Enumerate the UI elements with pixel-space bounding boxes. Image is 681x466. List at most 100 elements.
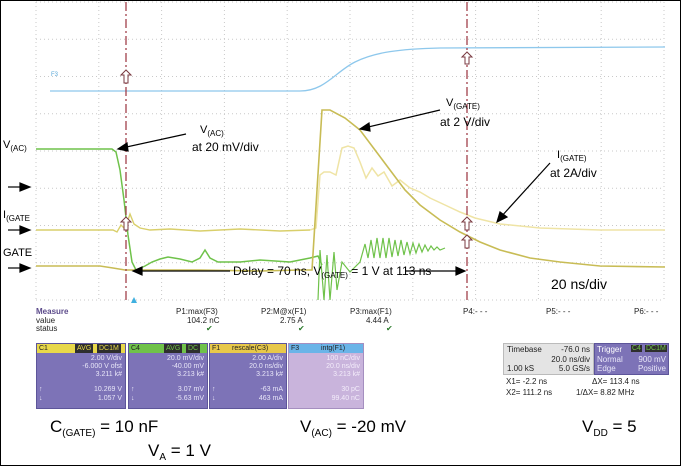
trigger-mode: Normal xyxy=(597,355,623,364)
trigger-level: 900 mV xyxy=(638,355,666,364)
param-name[interactable]: P3:max(F1) xyxy=(350,307,392,316)
timebase-rate: 5.0 GS/s xyxy=(558,364,590,373)
trace-igate xyxy=(36,211,311,233)
channel-panel-f1[interactable]: F1 rescale(C3) 2.00 A/div 20.0 ns/div 3.2… xyxy=(209,343,287,409)
channel-line: 2.00 A/div xyxy=(252,355,283,362)
graticule xyxy=(35,1,665,301)
channel-line: 3.213 k# xyxy=(333,371,360,378)
trace-f3-label: F3 xyxy=(51,72,59,78)
channel-line: 3.213 k# xyxy=(177,371,204,378)
channel-line: -6.000 V ofst xyxy=(82,363,122,370)
va-condition: VA = 1 V xyxy=(148,441,211,463)
channel-badge: DC xyxy=(186,344,201,353)
measure-table: Measure value status P1:max(F3) 104.2 nC… xyxy=(36,307,680,333)
timebase-samples: 1.00 kS xyxy=(507,364,535,373)
param-name[interactable]: P4:- - - xyxy=(463,307,488,316)
gate-axis-label: GATE xyxy=(3,247,33,259)
trace-vac xyxy=(36,148,323,271)
param-value: 104.2 nC xyxy=(187,316,220,325)
trace-f3-charge xyxy=(50,46,666,92)
cursor-marker xyxy=(119,51,474,249)
channel-id: C4 xyxy=(131,345,140,352)
channel-stat: 3.07 mV xyxy=(177,386,204,393)
timebase-panel[interactable]: Timebase -76.0 ns 20.0 ns/div 1.00 kS 5.… xyxy=(503,343,594,375)
channel-line: 20.0 mV/div xyxy=(167,355,204,362)
trace-vac-ringing xyxy=(317,237,446,301)
callout-vgate-title: V(GATE) xyxy=(446,97,480,111)
callout-igate-scale: at 2A/div xyxy=(550,166,597,180)
stat-icon: ↓ xyxy=(131,395,135,402)
channel-stat: 99.40 nC xyxy=(331,395,360,402)
param-name[interactable]: P1:max(F3) xyxy=(176,307,218,316)
param-name[interactable]: P2:M@x(F1) xyxy=(261,307,307,316)
channel-badge: intg(F1) xyxy=(321,345,346,352)
channel-stat: 30 pC xyxy=(341,386,360,393)
channel-line: 2.00 V/div xyxy=(90,355,122,362)
channel-id: C1 xyxy=(39,345,48,352)
channel-line: 3.211 k# xyxy=(95,371,122,378)
stat-icon: ↑ xyxy=(212,386,216,393)
channel-badge: AVG xyxy=(164,344,183,353)
channel-line: 20.0 ns/div xyxy=(326,363,360,370)
cursor-x1-readout: X1= -2.2 ns xyxy=(506,377,548,386)
callout-vgate-scale: at 2 V/div xyxy=(440,115,491,129)
timebase-offset: -76.0 ns xyxy=(561,345,590,354)
channel-stat: -63 mA xyxy=(260,386,283,393)
param-status: ✔ xyxy=(206,324,213,333)
channel-line: 20.0 ns/div xyxy=(249,363,283,370)
measure-title: Measure xyxy=(36,307,69,316)
trigger-panel[interactable]: Trigger C4 DC1M Normal 900 mV Edge Posit… xyxy=(594,343,669,375)
vac-axis-label: V(AC) xyxy=(3,139,27,153)
trigger-badge: C4 xyxy=(631,345,642,352)
stat-icon: ↑ xyxy=(39,386,43,393)
callout-arrows xyxy=(8,109,551,276)
channel-id: F3 xyxy=(291,345,300,352)
param-value: 4.44 A xyxy=(366,316,389,325)
param-name[interactable]: P6:- - - xyxy=(634,307,659,316)
channel-stat: 463 mA xyxy=(258,395,283,402)
timebase-label: Timebase xyxy=(507,345,542,354)
cursor-x2-readout: X2= 111.2 ns xyxy=(506,388,553,397)
channel-stat: 10.269 V xyxy=(93,386,122,393)
callout-vac-scale: at 20 mV/div xyxy=(192,140,259,154)
stat-icon: ↑ xyxy=(131,386,135,393)
channel-badge: DC1M xyxy=(97,344,121,353)
channel-panel-f3[interactable]: F3 intg(F1) 100 nC/div 20.0 ns/div 3.213 … xyxy=(288,343,364,409)
vdd-condition: VDD = 5 xyxy=(582,417,637,439)
channel-line: -40.00 mV xyxy=(171,363,204,370)
param-status: ✔ xyxy=(298,324,305,333)
cursor-invdx-readout: 1/ΔX= 8.82 MHz xyxy=(576,388,635,397)
measure-status-label: status xyxy=(36,324,58,333)
channel-id: F1 xyxy=(212,345,221,352)
callout-igate-title: I(GATE) xyxy=(557,149,587,163)
stat-icon: ↓ xyxy=(39,395,43,402)
timebase-per-div: 20.0 ns/div xyxy=(551,355,590,364)
trigger-slope: Positive xyxy=(637,364,666,373)
param-status: ✔ xyxy=(386,324,393,333)
stat-icon: ↓ xyxy=(212,395,216,402)
cursor-dx-readout: ΔX= 113.4 ns xyxy=(592,377,640,386)
trigger-marker xyxy=(131,297,137,303)
channel-line: 100 nC/div xyxy=(326,355,360,362)
channel-stat: 1.057 V xyxy=(97,395,122,402)
channel-badge: AVG xyxy=(75,344,94,353)
vac-condition: V(AC) = -20 mV xyxy=(300,417,407,439)
callout-vac-title: V(AC) xyxy=(200,124,224,138)
igate-axis-label: I(GATE xyxy=(3,209,30,223)
measure-value-label: value xyxy=(36,316,56,325)
param-name[interactable]: P5:- - - xyxy=(546,307,571,316)
channel-line: 3.213 k# xyxy=(256,371,283,378)
param-value: 2.75 A xyxy=(280,316,303,325)
delay-annotation: Delay = 70 ns, V(GATE) = 1 V at 113 ns xyxy=(233,264,432,280)
trigger-badge: DC1M xyxy=(645,345,667,352)
channel-panel-c1[interactable]: C1 AVG DC1M 2.00 V/div -6.000 V ofst 3.211… xyxy=(36,343,126,409)
channel-panel-c4[interactable]: C4 AVG DC 20.0 mV/div -40.00 mV 3.213 k# ↑… xyxy=(128,343,208,409)
cgate-condition: C(GATE) = 10 nF xyxy=(50,417,159,439)
channel-badge: rescale(C3) xyxy=(232,345,269,352)
trace-igate-spike xyxy=(309,145,665,231)
trigger-type: Edge xyxy=(597,364,616,373)
timebase-annotation: 20 ns/div xyxy=(551,276,608,292)
trigger-label: Trigger xyxy=(597,345,623,354)
channel-stat: -5.63 mV xyxy=(175,395,204,402)
